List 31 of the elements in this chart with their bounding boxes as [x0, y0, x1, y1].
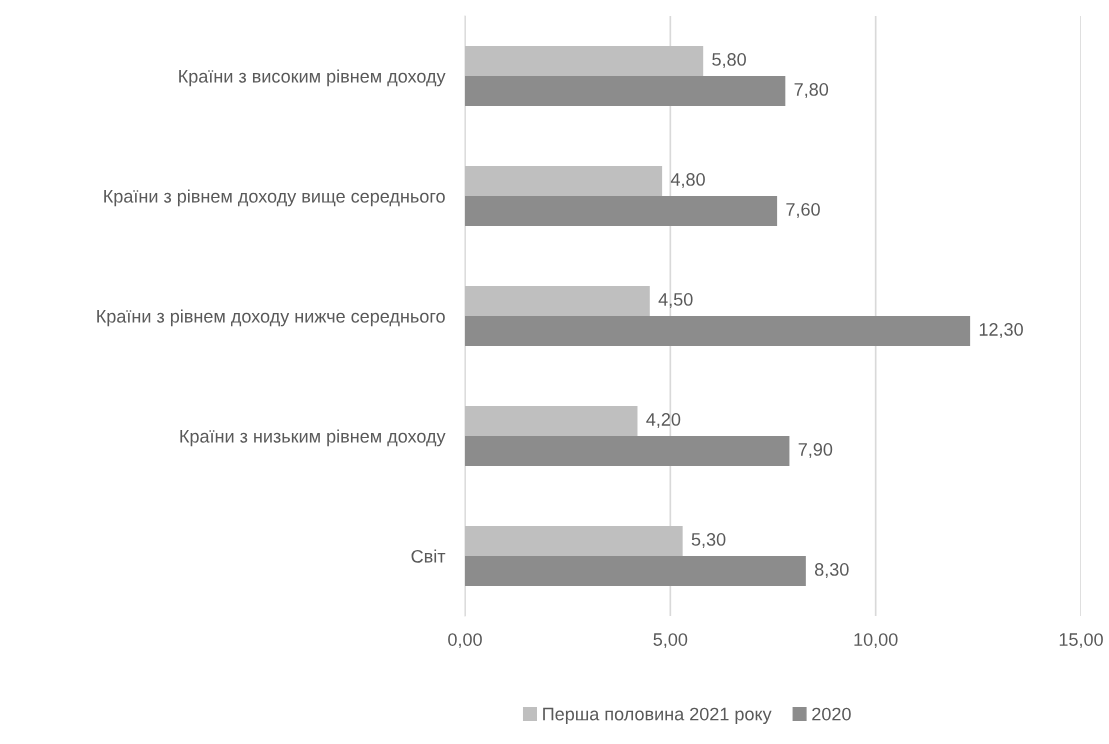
data-label: 12,30 — [979, 323, 1023, 338]
bar — [465, 316, 971, 346]
y-tick-label: Світ — [411, 549, 446, 563]
x-tick-label: 10,00 — [854, 633, 898, 649]
data-label: 4,80 — [670, 173, 705, 188]
bar — [465, 286, 650, 316]
bar — [465, 526, 683, 556]
legend-label: Перша половина 2021 року — [543, 707, 772, 725]
data-label: 7,80 — [794, 83, 829, 98]
bar — [465, 166, 663, 196]
bar — [465, 196, 778, 226]
data-label: 4,20 — [646, 413, 681, 428]
y-tick-label: Країни з високим рівнем доходу — [179, 69, 446, 87]
bar — [465, 406, 638, 436]
bar — [465, 436, 790, 466]
y-tick-label: Країни з рівнем доходу вище середнього — [104, 189, 445, 207]
x-tick-label: 0,00 — [448, 633, 482, 649]
data-label: 5,30 — [691, 533, 726, 548]
data-label: 7,60 — [786, 203, 820, 218]
bar — [465, 46, 704, 76]
bar — [465, 76, 786, 106]
data-label: 8,30 — [814, 563, 849, 578]
x-tick-label: 15,00 — [1059, 633, 1103, 649]
y-tick-label: Країни з низьким рівнем доходу — [180, 429, 446, 447]
data-label: 7,90 — [798, 443, 833, 458]
y-tick-label: Країни з рівнем доходу нижче середнього — [97, 309, 445, 327]
bar — [465, 556, 806, 586]
x-tick-label: 5,00 — [653, 633, 688, 649]
data-label: 5,80 — [712, 53, 746, 68]
legend-label: 2020 — [812, 707, 851, 721]
data-label: 4,50 — [658, 293, 693, 308]
